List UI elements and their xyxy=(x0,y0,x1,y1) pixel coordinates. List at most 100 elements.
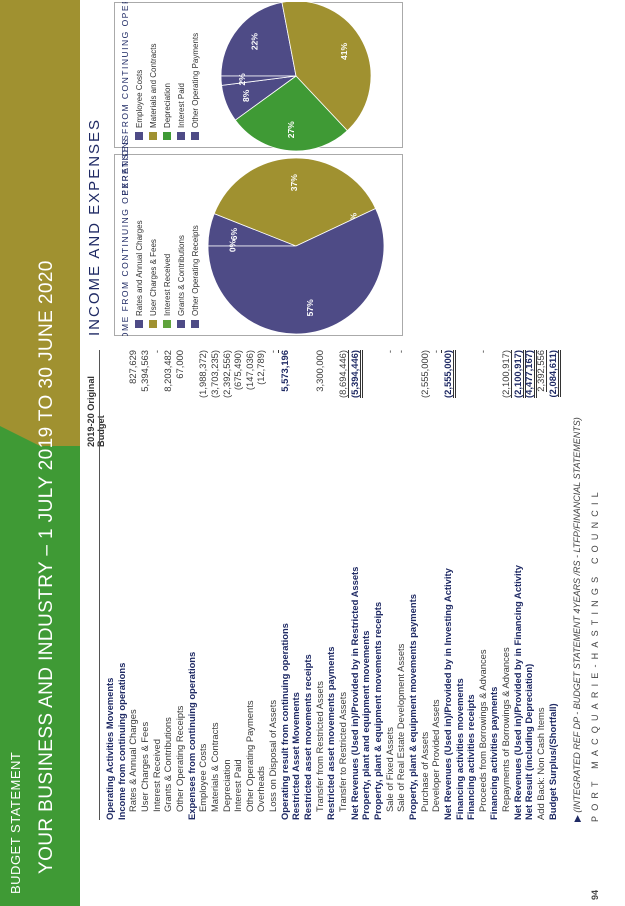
row-value: (2,100,917) xyxy=(500,350,513,398)
legend-swatch xyxy=(163,320,171,328)
row-value: - xyxy=(476,350,488,354)
row-value: 3,300,000 xyxy=(313,350,325,392)
table-row: Interest Paid (675,490) xyxy=(232,350,243,820)
row-label: Financing activities receipts xyxy=(465,694,477,820)
table-row: Other Operating Receipts 67,000 xyxy=(174,350,185,820)
pie-slice xyxy=(207,207,385,335)
legend-entry: Interest Received xyxy=(163,254,172,316)
row-label: Expenses from continuing operations xyxy=(185,651,197,820)
row-label: Restricted asset movements payments xyxy=(325,646,337,820)
triangle-icon: ▶ xyxy=(572,815,582,822)
row-value: 8,203,482 xyxy=(162,350,174,392)
pie-slice xyxy=(234,75,348,152)
row-label: Restricted asset movements receipts xyxy=(302,654,314,820)
row-label: Net Revenues (Used in)/Provided by in Fi… xyxy=(511,565,523,820)
table-row: Property, plant and equipment movements xyxy=(360,350,371,820)
slice-label: 22% xyxy=(249,33,259,50)
legend-entry: Grants & Contributions xyxy=(177,235,186,316)
table-row: User Charges & Fees 5,394,563 xyxy=(139,350,150,820)
page-number: 94 xyxy=(590,889,600,900)
row-label: Transfer from Restricted Assets xyxy=(313,681,325,812)
legend-swatch xyxy=(191,320,199,328)
row-label: Property, plant & equipment movements pa… xyxy=(406,594,418,820)
table-row: Proceeds from Borrowings & Advances - xyxy=(477,350,488,820)
row-value: 5,573,196 xyxy=(278,350,290,392)
row-label: Budget Surplus/(Shortfall) xyxy=(546,703,558,820)
row-value: (2,084,611) xyxy=(546,350,561,398)
row-label: Interest Received xyxy=(150,739,162,812)
legend-entry: User Charges & Fees xyxy=(149,239,158,316)
row-label: Other Operating Receipts xyxy=(173,705,185,812)
row-label: Repayments of Borrowings & Advances xyxy=(500,647,512,812)
row-label: Financing activities payments xyxy=(488,686,500,820)
table-row: Grants & Contributions 8,203,482 xyxy=(162,350,173,820)
row-label: Sale of Real Estate Development Assets xyxy=(395,643,407,812)
row-label: Property, plant & equipment movements re… xyxy=(371,601,383,820)
table-row: Loss on Disposal of Assets - xyxy=(267,350,280,820)
legend-entry: Employee Costs xyxy=(135,70,144,128)
table-row: Transfer to Restricted Assets (8,694,446) xyxy=(337,350,349,820)
column-header-line xyxy=(99,350,100,820)
row-value: 2,392,556 xyxy=(535,350,548,392)
row-label: User Charges & Fees xyxy=(138,721,150,812)
row-value: (675,490) xyxy=(232,350,244,391)
row-label: Sale of Fixed Assets xyxy=(383,727,395,812)
row-value: - xyxy=(267,350,280,354)
table-row: Repayments of Borrowings & Advances (2,10… xyxy=(500,350,513,820)
row-label: Restricted Asset Movements xyxy=(290,692,302,820)
table-row: Restricted Asset Movements xyxy=(290,350,301,820)
row-label: Net Revenues (Used in)/Provided by in In… xyxy=(441,568,453,820)
table-row: Financing activities payments xyxy=(488,350,499,820)
column-header: 2019-20 Original Budget xyxy=(86,376,106,447)
legend-swatch xyxy=(191,132,199,140)
table-row: Interest Received - xyxy=(151,350,162,820)
legend-entry: Materials and Contracts xyxy=(149,44,158,128)
council-name: PORT MACQUARIE-HASTINGS COUNCIL xyxy=(590,487,600,822)
table-row: Developer Provided Assets - xyxy=(430,350,443,820)
table-row: Income from continuing operations xyxy=(116,350,127,820)
row-label: Operating Activities Movements xyxy=(104,677,115,820)
table-row: Other Operating Payments (147,036) xyxy=(244,350,255,820)
row-label: Transfer to Restricted Assets xyxy=(337,691,348,812)
header-line1: BUDGET STATEMENT xyxy=(8,751,23,894)
table-row: Sale of Real Estate Development Assets - xyxy=(395,350,406,820)
row-label: Net Result (including Depreciation) xyxy=(523,663,535,820)
pie-slice xyxy=(213,157,377,247)
table-row: Employee Costs (1,988,372) xyxy=(197,350,208,820)
table-row: Net Revenues (Used in)/Provided by in Fi… xyxy=(511,350,526,820)
charts-svg: INCOME FROM CONTINUING OPERATIONS 6% 37% 0%… xyxy=(120,2,385,336)
table-row: Rates & Annual Charges 827,629 xyxy=(127,350,138,820)
legend-swatch xyxy=(135,132,143,140)
row-label: Employee Costs xyxy=(197,743,209,812)
row-label: Materials & Contracts xyxy=(208,722,220,812)
row-value: (8,694,446) xyxy=(337,350,349,398)
row-label: Operating result from continuing operati… xyxy=(278,623,290,820)
footer-ref-text: (INTEGRATED REF DP - BUDGET STATEMENT 4Y… xyxy=(572,417,582,813)
row-label: Grants & Contributions xyxy=(162,717,174,812)
row-value: (3,703,235) xyxy=(208,350,220,398)
row-label: Rates & Annual Charges xyxy=(127,709,139,812)
row-label: Loss on Disposal of Assets xyxy=(267,699,279,812)
row-label: Overheads xyxy=(255,766,267,812)
row-label: Financing activities movements xyxy=(453,678,465,820)
row-label: Depreciation xyxy=(220,759,232,812)
row-value: (12,789) xyxy=(255,350,267,385)
row-label: Property, plant and equipment movements xyxy=(360,630,372,820)
legend-entry: Other Operating Payments xyxy=(191,33,200,128)
legend-entry: Other Operating Receipts xyxy=(191,225,200,316)
row-value: - xyxy=(150,350,162,354)
table-row: Expenses from continuing operations xyxy=(186,350,197,820)
footer-ref: ▶ (INTEGRATED REF DP - BUDGET STATEMENT … xyxy=(572,417,583,822)
chart-title: EXPENSES FROM CONTINUING OPERATIONS xyxy=(120,2,130,196)
slice-label: 2% xyxy=(237,73,247,86)
row-value: - xyxy=(383,350,395,354)
table-row: Net Revenues (Used in)/Provided by in In… xyxy=(441,350,456,820)
legend-swatch xyxy=(177,132,185,140)
table-row: Net Result (including Depreciation) (4,47… xyxy=(523,350,538,820)
table-row: Restricted asset movements receipts xyxy=(302,350,313,820)
table-row: Transfer from Restricted Assets 3,300,000 xyxy=(314,350,325,820)
legend-swatch xyxy=(135,320,143,328)
slice-label: 41% xyxy=(339,43,349,60)
row-label: Interest Paid xyxy=(232,759,244,812)
